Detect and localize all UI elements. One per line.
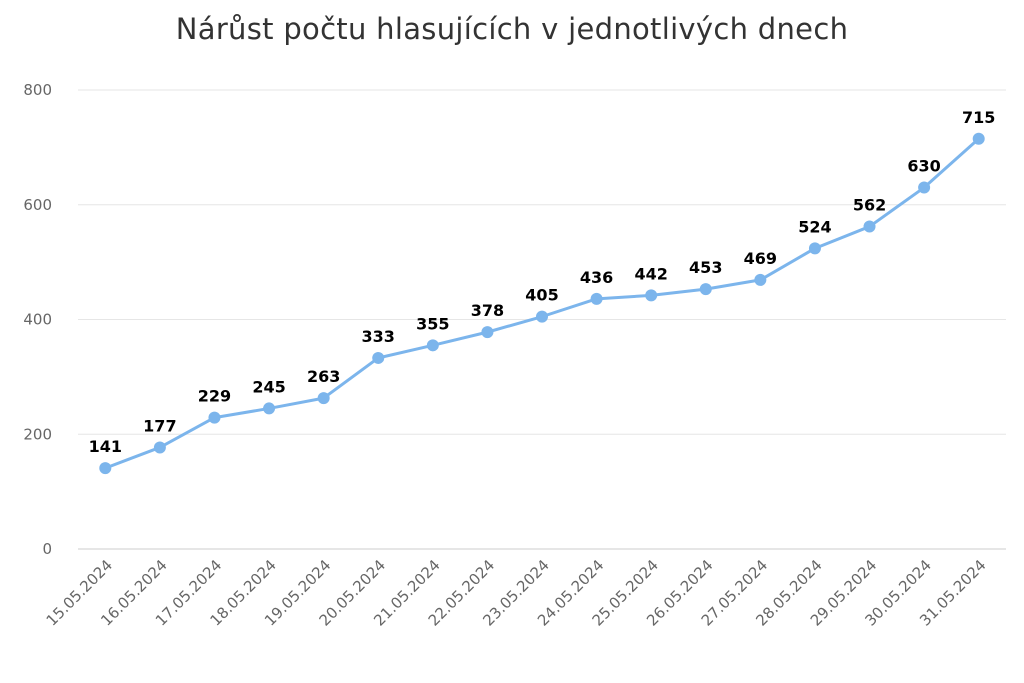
y-tick-label: 800 [23,81,52,99]
data-point[interactable] [590,292,603,305]
data-point[interactable] [645,289,658,302]
data-label: 469 [744,249,777,268]
data-label: 405 [525,286,558,305]
y-tick-label: 0 [42,540,52,558]
data-point[interactable] [972,132,985,145]
data-label: 562 [853,196,886,215]
series [99,132,985,475]
data-point[interactable] [536,310,548,323]
data-label: 442 [634,264,667,283]
data-point[interactable] [372,351,385,364]
data-point[interactable] [317,392,330,405]
data-point[interactable] [754,273,767,286]
y-axis-ticks: 0 200 400 600 800 [23,81,52,558]
data-label: 715 [962,108,995,127]
data-label: 245 [252,377,285,396]
data-label: 141 [89,437,122,456]
data-label: 436 [580,268,613,287]
data-label: 177 [143,416,176,435]
y-tick-label: 200 [23,425,52,443]
data-label: 378 [471,301,504,320]
data-point[interactable] [863,220,876,233]
x-axis-ticks: 15.05.202416.05.202417.05.202418.05.2024… [43,556,990,629]
data-point[interactable] [808,242,821,255]
data-label: 630 [907,157,940,176]
data-point[interactable] [426,339,439,352]
y-tick-label: 600 [23,196,52,214]
data-label: 333 [362,327,395,346]
y-tick-label: 400 [23,311,52,329]
data-point[interactable] [153,441,166,454]
data-labels: 141 177 229 245 263 333 355 378 405 436 442 453 469 5… [89,108,996,456]
data-point[interactable] [99,462,112,475]
data-point[interactable] [208,411,221,424]
data-label: 229 [198,387,231,406]
data-label: 355 [416,314,449,333]
data-label: 263 [307,367,340,386]
data-label: 453 [689,258,722,277]
data-point[interactable] [481,326,494,339]
chart-title: Nárůst počtu hlasujících v jednotlivých … [175,12,849,46]
data-point[interactable] [699,283,712,296]
data-point[interactable] [263,402,276,415]
data-label: 524 [798,217,831,236]
data-point[interactable] [918,181,931,194]
